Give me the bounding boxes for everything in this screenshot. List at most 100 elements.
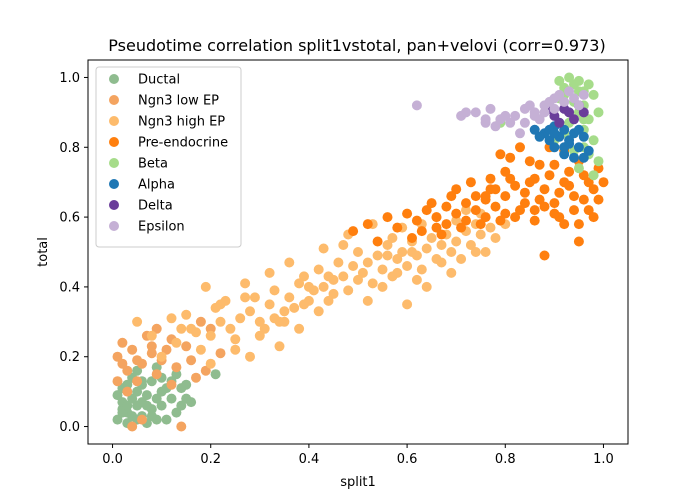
legend-box bbox=[95, 66, 242, 248]
data-point bbox=[186, 355, 197, 366]
legend-marker bbox=[109, 95, 119, 105]
data-point bbox=[132, 365, 143, 376]
data-point bbox=[485, 173, 496, 184]
data-point bbox=[549, 110, 560, 121]
data-point bbox=[583, 177, 594, 188]
data-point bbox=[480, 191, 491, 202]
data-point bbox=[485, 222, 496, 233]
series-epsilon bbox=[411, 86, 589, 139]
data-point bbox=[559, 142, 570, 153]
data-point bbox=[343, 285, 354, 296]
legend-label: Ductal bbox=[138, 73, 180, 88]
data-point bbox=[505, 117, 516, 128]
data-point bbox=[583, 145, 594, 156]
x-tick-label: 0.2 bbox=[200, 452, 221, 467]
data-point bbox=[200, 281, 211, 292]
data-point bbox=[588, 170, 599, 181]
data-point bbox=[510, 212, 521, 223]
data-point bbox=[299, 271, 309, 282]
data-point bbox=[495, 114, 506, 125]
chart-title: Pseudotime correlation split1vstotal, pa… bbox=[108, 36, 605, 55]
data-point bbox=[156, 351, 167, 362]
data-point bbox=[127, 421, 138, 432]
data-point bbox=[151, 393, 162, 404]
data-point bbox=[519, 117, 530, 128]
data-point bbox=[534, 194, 545, 205]
data-point bbox=[593, 163, 604, 174]
data-point bbox=[456, 222, 467, 233]
legend-marker bbox=[109, 116, 119, 126]
legend-marker bbox=[109, 179, 119, 189]
data-point bbox=[269, 285, 280, 296]
data-point bbox=[367, 278, 378, 289]
data-point bbox=[411, 274, 422, 285]
data-point bbox=[578, 194, 589, 205]
y-tick-label: 0.2 bbox=[59, 350, 80, 365]
x-tick-label: 0.8 bbox=[495, 452, 516, 467]
data-point bbox=[588, 212, 599, 223]
data-point bbox=[362, 219, 373, 230]
data-point bbox=[573, 100, 584, 111]
data-point bbox=[465, 177, 476, 188]
data-point bbox=[549, 128, 560, 139]
data-point bbox=[313, 264, 324, 275]
data-point bbox=[539, 107, 550, 118]
data-point bbox=[588, 89, 599, 100]
data-point bbox=[495, 215, 506, 226]
data-point bbox=[171, 407, 182, 418]
data-point bbox=[392, 254, 403, 264]
data-point bbox=[573, 124, 584, 135]
data-point bbox=[230, 334, 241, 345]
data-point bbox=[117, 358, 128, 369]
data-point bbox=[451, 208, 462, 219]
data-point bbox=[235, 313, 246, 324]
data-point bbox=[559, 96, 570, 107]
data-point bbox=[407, 247, 417, 257]
legend-marker bbox=[109, 221, 119, 231]
data-point bbox=[191, 327, 201, 338]
plot-area bbox=[112, 72, 609, 432]
data-point bbox=[505, 152, 516, 163]
x-axis-label: split1 bbox=[340, 475, 376, 490]
data-point bbox=[578, 131, 589, 142]
y-axis-label: total bbox=[36, 237, 51, 267]
data-point bbox=[573, 236, 584, 247]
data-point bbox=[465, 240, 476, 250]
legend-label: Alpha bbox=[138, 178, 175, 193]
data-point bbox=[205, 323, 216, 334]
data-point bbox=[549, 208, 560, 219]
data-point bbox=[500, 191, 511, 202]
data-point bbox=[446, 247, 457, 257]
data-point bbox=[146, 330, 157, 341]
data-point bbox=[146, 348, 157, 359]
x-tick-label: 0.4 bbox=[299, 452, 320, 467]
data-point bbox=[470, 247, 481, 257]
data-point bbox=[559, 219, 570, 230]
data-point bbox=[269, 313, 280, 324]
data-point bbox=[534, 131, 545, 142]
data-point bbox=[387, 233, 398, 243]
data-point bbox=[289, 302, 300, 313]
data-point bbox=[249, 292, 260, 303]
data-point bbox=[112, 351, 123, 362]
data-point bbox=[421, 243, 432, 254]
data-point bbox=[166, 379, 177, 390]
data-point bbox=[176, 383, 187, 394]
data-point bbox=[456, 254, 467, 264]
data-point bbox=[200, 365, 211, 376]
data-point bbox=[539, 250, 550, 261]
x-tick-label: 1.0 bbox=[593, 452, 614, 467]
data-point bbox=[372, 250, 383, 261]
legend-marker bbox=[109, 74, 119, 84]
data-point bbox=[593, 156, 604, 167]
data-point bbox=[549, 103, 560, 114]
data-point bbox=[515, 205, 525, 216]
data-point bbox=[470, 205, 481, 216]
data-point bbox=[470, 191, 481, 202]
data-point bbox=[397, 247, 408, 257]
data-point bbox=[357, 267, 368, 278]
legend-label: Pre-endocrine bbox=[138, 136, 228, 151]
y-axis: 0.0 0.2 0.4 0.6 0.8 1.0 bbox=[59, 71, 88, 435]
data-point bbox=[431, 222, 442, 233]
data-point bbox=[416, 264, 427, 275]
